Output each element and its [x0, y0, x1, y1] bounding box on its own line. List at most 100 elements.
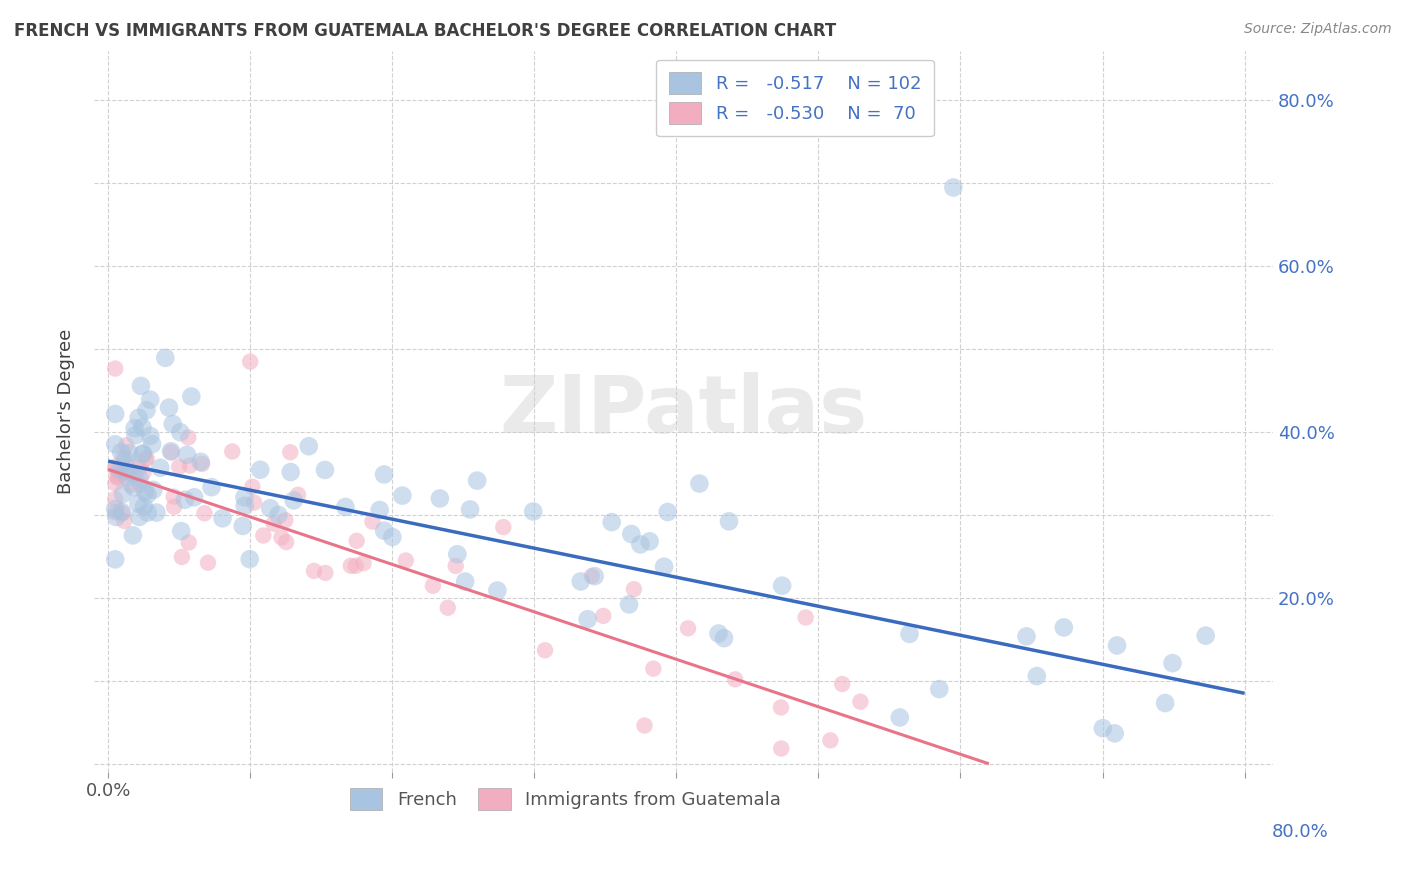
Point: [676, 621, 699, 635]
Point: [145, 506, 167, 520]
Point: [104, 459, 127, 474]
Point: [221, 444, 243, 458]
Point: [177, 535, 200, 549]
Point: [770, 741, 793, 756]
Point: [769, 700, 792, 714]
Point: [1025, 669, 1047, 683]
Point: [163, 500, 186, 514]
Point: [115, 438, 138, 452]
Point: [135, 403, 157, 417]
Point: [124, 428, 146, 442]
Point: [1015, 629, 1038, 643]
Point: [444, 558, 467, 573]
Point: [422, 579, 444, 593]
Point: [446, 547, 468, 561]
Point: [142, 483, 165, 497]
Text: ZIPatlas: ZIPatlas: [499, 372, 868, 450]
Point: [534, 643, 557, 657]
Point: [361, 515, 384, 529]
Point: [193, 506, 215, 520]
Point: [335, 500, 357, 514]
Legend: French, Immigrants from Guatemala: French, Immigrants from Guatemala: [343, 780, 789, 817]
Point: [160, 445, 183, 459]
Point: [373, 467, 395, 482]
Point: [1104, 726, 1126, 740]
Point: [155, 351, 177, 365]
Point: [820, 733, 842, 747]
Point: [139, 392, 162, 407]
Point: [163, 490, 186, 504]
Point: [340, 558, 363, 573]
Point: [270, 530, 292, 544]
Point: [120, 459, 142, 474]
Point: [1105, 639, 1128, 653]
Point: [190, 455, 212, 469]
Point: [104, 491, 127, 506]
Point: [124, 467, 146, 481]
Point: [298, 439, 321, 453]
Point: [898, 627, 921, 641]
Point: [243, 495, 266, 509]
Point: [717, 514, 740, 528]
Point: [239, 552, 262, 566]
Point: [104, 407, 127, 421]
Point: [724, 673, 747, 687]
Text: Source: ZipAtlas.com: Source: ZipAtlas.com: [1244, 22, 1392, 37]
Point: [569, 574, 592, 589]
Point: [179, 458, 201, 473]
Point: [581, 569, 603, 583]
Point: [115, 464, 138, 478]
Point: [197, 556, 219, 570]
Point: [633, 718, 655, 732]
Point: [105, 470, 128, 484]
Point: [124, 421, 146, 435]
Point: [131, 447, 153, 461]
Point: [167, 459, 190, 474]
Point: [638, 534, 661, 549]
Point: [135, 450, 157, 465]
Point: [136, 487, 159, 501]
Point: [169, 425, 191, 440]
Point: [1195, 629, 1218, 643]
Point: [170, 524, 193, 538]
Point: [583, 569, 606, 583]
Point: [283, 493, 305, 508]
Point: [157, 401, 180, 415]
Point: [429, 491, 451, 506]
Point: [314, 463, 336, 477]
Point: [259, 501, 281, 516]
Point: [160, 444, 183, 458]
Point: [104, 361, 127, 376]
Point: [115, 465, 138, 479]
Point: [233, 499, 256, 513]
Point: [107, 470, 129, 484]
Point: [129, 478, 152, 492]
Point: [104, 437, 127, 451]
Point: [628, 537, 651, 551]
Point: [118, 446, 141, 460]
Point: [135, 452, 157, 467]
Point: [280, 465, 302, 479]
Point: [492, 520, 515, 534]
Point: [831, 677, 853, 691]
Point: [111, 505, 134, 519]
Y-axis label: Bachelor's Degree: Bachelor's Degree: [58, 329, 75, 494]
Point: [122, 480, 145, 494]
Point: [688, 476, 710, 491]
Point: [174, 492, 197, 507]
Point: [287, 488, 309, 502]
Point: [176, 448, 198, 462]
Point: [104, 461, 127, 475]
Point: [149, 460, 172, 475]
Point: [108, 462, 131, 476]
Point: [129, 379, 152, 393]
Point: [302, 564, 325, 578]
Point: [104, 476, 127, 491]
Point: [139, 429, 162, 443]
Point: [600, 515, 623, 529]
Point: [707, 626, 730, 640]
Point: [368, 503, 391, 517]
Point: [112, 450, 135, 465]
Point: [278, 445, 301, 459]
Text: 80.0%: 80.0%: [1272, 823, 1329, 841]
